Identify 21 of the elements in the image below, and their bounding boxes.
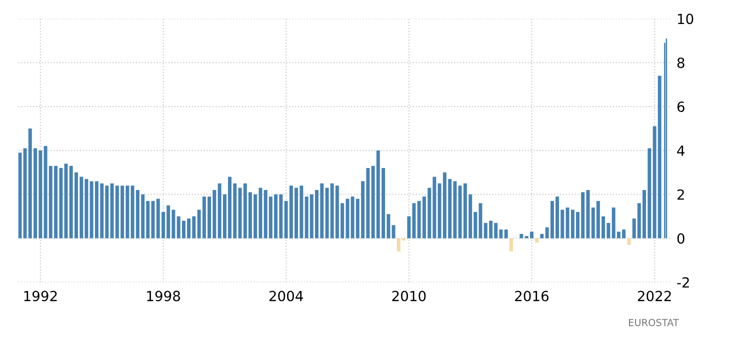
bar <box>540 234 544 238</box>
bar <box>627 238 631 245</box>
bar <box>504 230 508 238</box>
text: EUROSTAT <box>628 318 679 326</box>
y-tick-label: 8 <box>677 58 684 68</box>
bar <box>510 238 513 252</box>
y-tick-label: 6 <box>677 102 684 112</box>
y-tick-label: 0 <box>677 233 684 244</box>
x-tick-label: 1998 <box>147 290 180 302</box>
x-tick-label: 2004 <box>269 290 303 302</box>
x-tick-label: 2022 <box>638 290 671 302</box>
bar <box>520 234 524 238</box>
bar <box>535 238 539 243</box>
x-tick-label: 2010 <box>392 290 426 302</box>
y-tick-label: 2 <box>677 189 684 200</box>
y-tick-label: 10 <box>678 14 694 24</box>
bar <box>392 225 396 238</box>
x-tick-label: 1992 <box>24 290 57 302</box>
y-tick-label: 4 <box>677 146 685 156</box>
y-tick-label: -2 <box>677 277 689 288</box>
x-tick-label: 2016 <box>515 290 549 302</box>
